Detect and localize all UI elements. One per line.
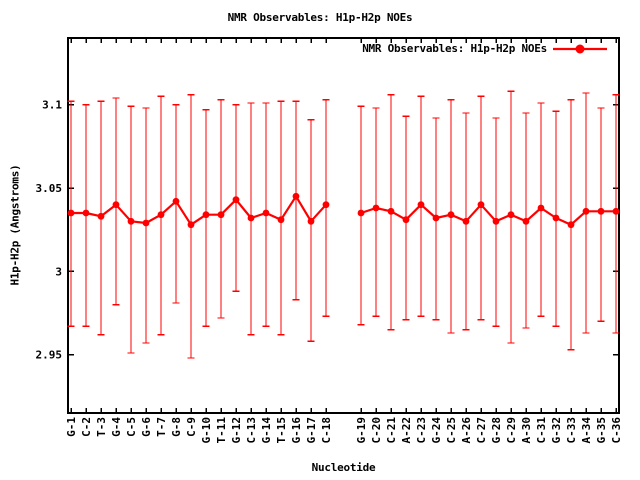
data-point bbox=[277, 216, 285, 224]
axis-ticks bbox=[68, 38, 619, 413]
x-tick-label: G-24 bbox=[430, 417, 443, 444]
data-point bbox=[127, 217, 135, 225]
x-tick-label: C-9 bbox=[185, 417, 198, 437]
y-tick-label: 2.95 bbox=[36, 349, 63, 362]
x-tick-label: C-20 bbox=[370, 417, 383, 444]
data-point bbox=[507, 211, 515, 219]
x-tick-label: C-31 bbox=[535, 417, 548, 444]
x-tick-label: G-12 bbox=[230, 417, 243, 444]
x-tick-label: A-34 bbox=[580, 417, 593, 444]
x-tick-label: C-33 bbox=[565, 417, 578, 444]
y-tick-label: 3 bbox=[55, 265, 62, 278]
data-point bbox=[477, 201, 485, 209]
x-tick-label: C-2 bbox=[80, 417, 93, 437]
x-tick-label: C-23 bbox=[415, 417, 428, 444]
x-tick-label: G-19 bbox=[355, 417, 368, 444]
data-point bbox=[172, 197, 180, 205]
legend-key-icon bbox=[553, 44, 607, 53]
data-point bbox=[262, 209, 270, 217]
data-point bbox=[97, 212, 105, 220]
data-point bbox=[447, 211, 455, 219]
chart-title: NMR Observables: H1p-H2p NOEs bbox=[227, 11, 413, 24]
data-point bbox=[307, 217, 315, 225]
y-tick-label: 3.05 bbox=[36, 182, 63, 195]
data-point bbox=[522, 217, 530, 225]
x-axis-label: Nucleotide bbox=[311, 461, 376, 474]
data-point bbox=[417, 201, 425, 209]
error-bars bbox=[67, 90, 620, 359]
data-point bbox=[372, 204, 380, 212]
data-point bbox=[247, 214, 255, 222]
y-tick-label: 3.1 bbox=[42, 99, 62, 112]
x-tick-labels: G-1 C-2 T-3 G-4 C-5 G-6 T-7 G-8 C-9 G-10 T-11 G-12 C… bbox=[65, 417, 623, 444]
data-point bbox=[82, 209, 90, 217]
legend: NMR Observables: H1p-H2p NOEs bbox=[362, 42, 607, 55]
x-tick-label: G-32 bbox=[550, 417, 563, 444]
x-tick-label: G-10 bbox=[200, 417, 213, 444]
data-points bbox=[67, 192, 620, 229]
x-tick-label: C-27 bbox=[475, 417, 488, 444]
data-point bbox=[612, 207, 620, 215]
x-tick-label: G-8 bbox=[170, 417, 183, 437]
data-point bbox=[552, 214, 560, 222]
data-point bbox=[402, 216, 410, 224]
x-tick-label: C-13 bbox=[245, 417, 258, 444]
data-point bbox=[232, 196, 240, 204]
data-point bbox=[492, 217, 500, 225]
x-tick-label: A-30 bbox=[520, 417, 533, 444]
data-line bbox=[71, 195, 616, 226]
x-tick-label: C-36 bbox=[610, 417, 623, 444]
x-tick-label: C-21 bbox=[385, 417, 398, 444]
data-point bbox=[67, 209, 75, 217]
x-tick-label: G-4 bbox=[110, 417, 123, 437]
x-tick-label: C-25 bbox=[445, 417, 458, 444]
data-point bbox=[157, 211, 165, 219]
x-tick-label: T-7 bbox=[155, 417, 168, 437]
x-tick-label: A-26 bbox=[460, 417, 473, 444]
x-tick-label: G-17 bbox=[305, 417, 318, 444]
x-tick-label: A-22 bbox=[400, 417, 413, 444]
data-point bbox=[432, 214, 440, 222]
data-point bbox=[142, 219, 150, 227]
data-point bbox=[462, 217, 470, 225]
x-tick-label: C-29 bbox=[505, 417, 518, 444]
x-tick-label: G-14 bbox=[260, 417, 273, 444]
y-axis-label: H1p-H2p (Angstroms) bbox=[8, 164, 22, 286]
y-tick-labels: 2.95 3 3.05 3.1 bbox=[36, 99, 63, 362]
x-tick-label: G-16 bbox=[290, 417, 303, 444]
x-tick-label: G-1 bbox=[65, 417, 78, 437]
data-point bbox=[537, 204, 545, 212]
x-tick-label: T-11 bbox=[215, 417, 228, 444]
data-point bbox=[387, 207, 395, 215]
data-point bbox=[567, 221, 575, 229]
x-tick-label: G-35 bbox=[595, 417, 608, 444]
data-point bbox=[217, 211, 225, 219]
data-point bbox=[187, 221, 195, 229]
data-point bbox=[202, 211, 210, 219]
data-point bbox=[357, 209, 365, 217]
data-point bbox=[582, 207, 590, 215]
x-tick-label: C-18 bbox=[320, 417, 333, 444]
x-tick-label: C-5 bbox=[125, 417, 138, 437]
data-point bbox=[597, 207, 605, 215]
data-point bbox=[292, 192, 300, 200]
x-tick-label: G-6 bbox=[140, 417, 153, 437]
legend-label: NMR Observables: H1p-H2p NOEs bbox=[362, 42, 547, 55]
x-tick-label: G-28 bbox=[490, 417, 503, 444]
x-tick-label: T-15 bbox=[275, 417, 288, 444]
data-point bbox=[322, 201, 330, 209]
plot-frame bbox=[67, 37, 620, 414]
x-tick-label: T-3 bbox=[95, 417, 108, 437]
data-point bbox=[112, 201, 120, 209]
